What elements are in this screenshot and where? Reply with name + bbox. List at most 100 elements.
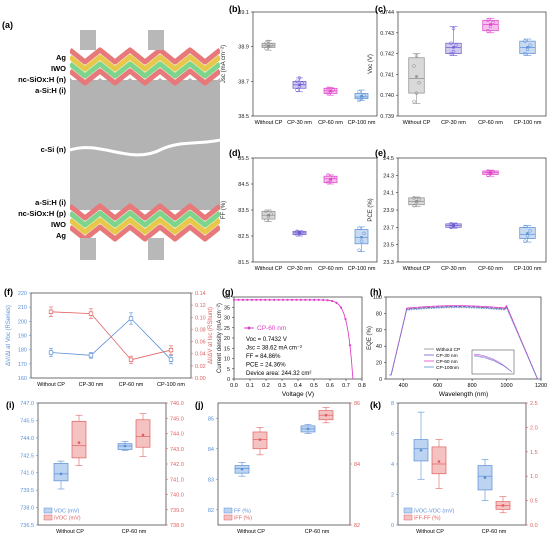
- panel-f-series-line: [50, 311, 172, 361]
- panel-f-ytick-label: 200: [18, 319, 27, 325]
- panel-i-xtick-label: Without CP: [56, 529, 84, 535]
- panel-d-ytick-label: 81.5: [238, 260, 249, 266]
- panel-j-ytick-label: 85: [208, 416, 214, 422]
- panel-e-point: [486, 173, 490, 178]
- panel-k-ytick-label: 4: [391, 462, 394, 468]
- panel-i-legend-swatch: [43, 514, 53, 521]
- panel-d-ytick-label: 82.5: [238, 234, 249, 240]
- panel-h-legend-text: CP-60 nm: [436, 359, 458, 365]
- panel-b-frame: [252, 11, 378, 117]
- panel-f-ytick-label: 0.10: [195, 315, 206, 321]
- panel-i-ytick-label: 739.0: [170, 508, 184, 514]
- panel-g-xtick-label: 0.3: [278, 383, 286, 389]
- panel-c-point: [486, 28, 490, 33]
- panel-f-marker: [128, 357, 134, 362]
- silicon-wafer: [70, 80, 220, 210]
- panel-f-ytick-label: 0.02: [195, 364, 206, 370]
- label-top-ag: Ag: [56, 53, 66, 62]
- panel-h-inset: [471, 349, 515, 375]
- panel-i-box: [71, 420, 87, 459]
- panel-c-point: [454, 43, 458, 48]
- panel-f-ylabel: ΔI/ΔV at Isc (RShunt): [208, 307, 214, 364]
- panel-d-ytick-label: 85.5: [238, 156, 249, 162]
- panel-d-mean: [329, 178, 332, 181]
- panel-d-ytick-label: 83.5: [238, 208, 249, 214]
- panel-i-ytick-label: 745.5: [20, 418, 34, 424]
- panel-c-label: (c): [375, 4, 386, 14]
- panel-k-ytick-label: 1.0: [530, 474, 538, 480]
- panel-i-ytick-label: 747.0: [20, 401, 34, 407]
- panel-e-mean: [415, 200, 418, 203]
- panel-e-point: [525, 234, 530, 238]
- panel-k-mean: [419, 449, 423, 452]
- panel-f-ytick-label: 0.00: [195, 376, 206, 382]
- panel-b-mean: [329, 89, 332, 93]
- panel-e-mean: [489, 171, 492, 174]
- panel-i-box: [53, 463, 69, 482]
- panel-b-point: [297, 76, 302, 80]
- panel-d-xtick-label: CP-100 nm: [348, 266, 376, 272]
- panel-i-ytick-label: 743.0: [170, 447, 184, 453]
- panel-h-label: (h): [370, 287, 382, 297]
- panel-e-point: [528, 229, 532, 233]
- panel-h-eqe-curve: [389, 306, 540, 380]
- panel-g-ytick-label: 25: [224, 326, 230, 332]
- panel-f-ytick-label: 160: [18, 376, 27, 382]
- panel-d-point: [264, 218, 268, 223]
- panel-h-legend-text: CP-30 nm: [436, 353, 458, 359]
- panel-g-annotation: Jsc = 38.62 mA cm⁻²: [246, 346, 302, 352]
- panel-k-ytick-label: 0: [391, 523, 394, 529]
- top-finger-right: [148, 30, 164, 50]
- panel-e-ytick-label: 24.5: [383, 156, 394, 162]
- panel-i-ytick-label: 738.0: [170, 523, 184, 529]
- panel-j-label: (j): [195, 400, 204, 410]
- panel-f-ytick-label: 0.04: [195, 352, 206, 358]
- panel-b-point: [359, 96, 364, 101]
- panel-d-xtick-label: Without CP: [255, 266, 283, 272]
- panel-f-label: (f): [4, 287, 13, 297]
- panel-j-xtick-label: Without CP: [237, 529, 265, 535]
- panel-b-point: [326, 91, 330, 96]
- panel-e-point: [486, 169, 490, 173]
- panel-c-frame: [397, 11, 547, 117]
- panel-g-ytick-label: 10: [224, 357, 230, 363]
- panel-i-mean: [77, 441, 81, 444]
- panel-h-xtick-label: 400: [399, 383, 408, 389]
- panel-k-box: [431, 446, 447, 475]
- panel-i-ytick-label: 744.0: [170, 432, 184, 438]
- panel-i-ytick-label: 740.0: [170, 493, 184, 499]
- panel-e-ylabel: PCE (%): [368, 198, 374, 221]
- panel-k-ytick-label: 0.5: [530, 499, 538, 505]
- panel-f-ytick-label: 220: [18, 291, 27, 297]
- panel-a-label: (a): [2, 20, 13, 30]
- panel-i-xtick-label: CP-60 nm: [122, 529, 147, 535]
- panel-c-ytick-label: 0.744: [380, 10, 394, 16]
- panel-d-mean: [298, 231, 301, 235]
- panel-g-xtick-label: 0.0: [230, 383, 238, 389]
- panel-c-point: [486, 18, 490, 23]
- panel-h-ytick-label: 80: [376, 311, 382, 317]
- panel-e-ytick-label: 23.5: [383, 243, 394, 249]
- panel-h-eqe-curve: [389, 306, 540, 380]
- panel-e-point: [491, 170, 495, 174]
- top-layer-band: [70, 47, 220, 65]
- panel-e-ytick-label: 24.1: [383, 191, 394, 197]
- label-top-ncsiox-n: nc-SiOx:H (n): [18, 75, 66, 84]
- panel-h-frame: [385, 296, 542, 380]
- panel-k-label: (k): [370, 400, 381, 410]
- top-layer-band: [70, 61, 220, 79]
- panel-e-point: [449, 225, 453, 230]
- device-stack: [70, 47, 220, 242]
- panel-c-point: [412, 64, 416, 68]
- panel-e-point: [412, 196, 416, 200]
- bottom-finger-right: [148, 238, 164, 260]
- panel-b-point: [357, 89, 361, 94]
- panel-h-inset-curve: [473, 355, 513, 373]
- panel-c-point: [449, 41, 453, 45]
- panel-e-point: [414, 200, 419, 204]
- panel-g-xtick-label: 0.7: [342, 383, 350, 389]
- label-bottom-ncsiox-p: nc-SiOx:H (p): [18, 209, 66, 218]
- panel-g-annotation: Voc = 0.7432 V: [246, 337, 287, 343]
- panel-j-legend-swatch: [223, 507, 233, 514]
- panel-d-point: [326, 173, 330, 177]
